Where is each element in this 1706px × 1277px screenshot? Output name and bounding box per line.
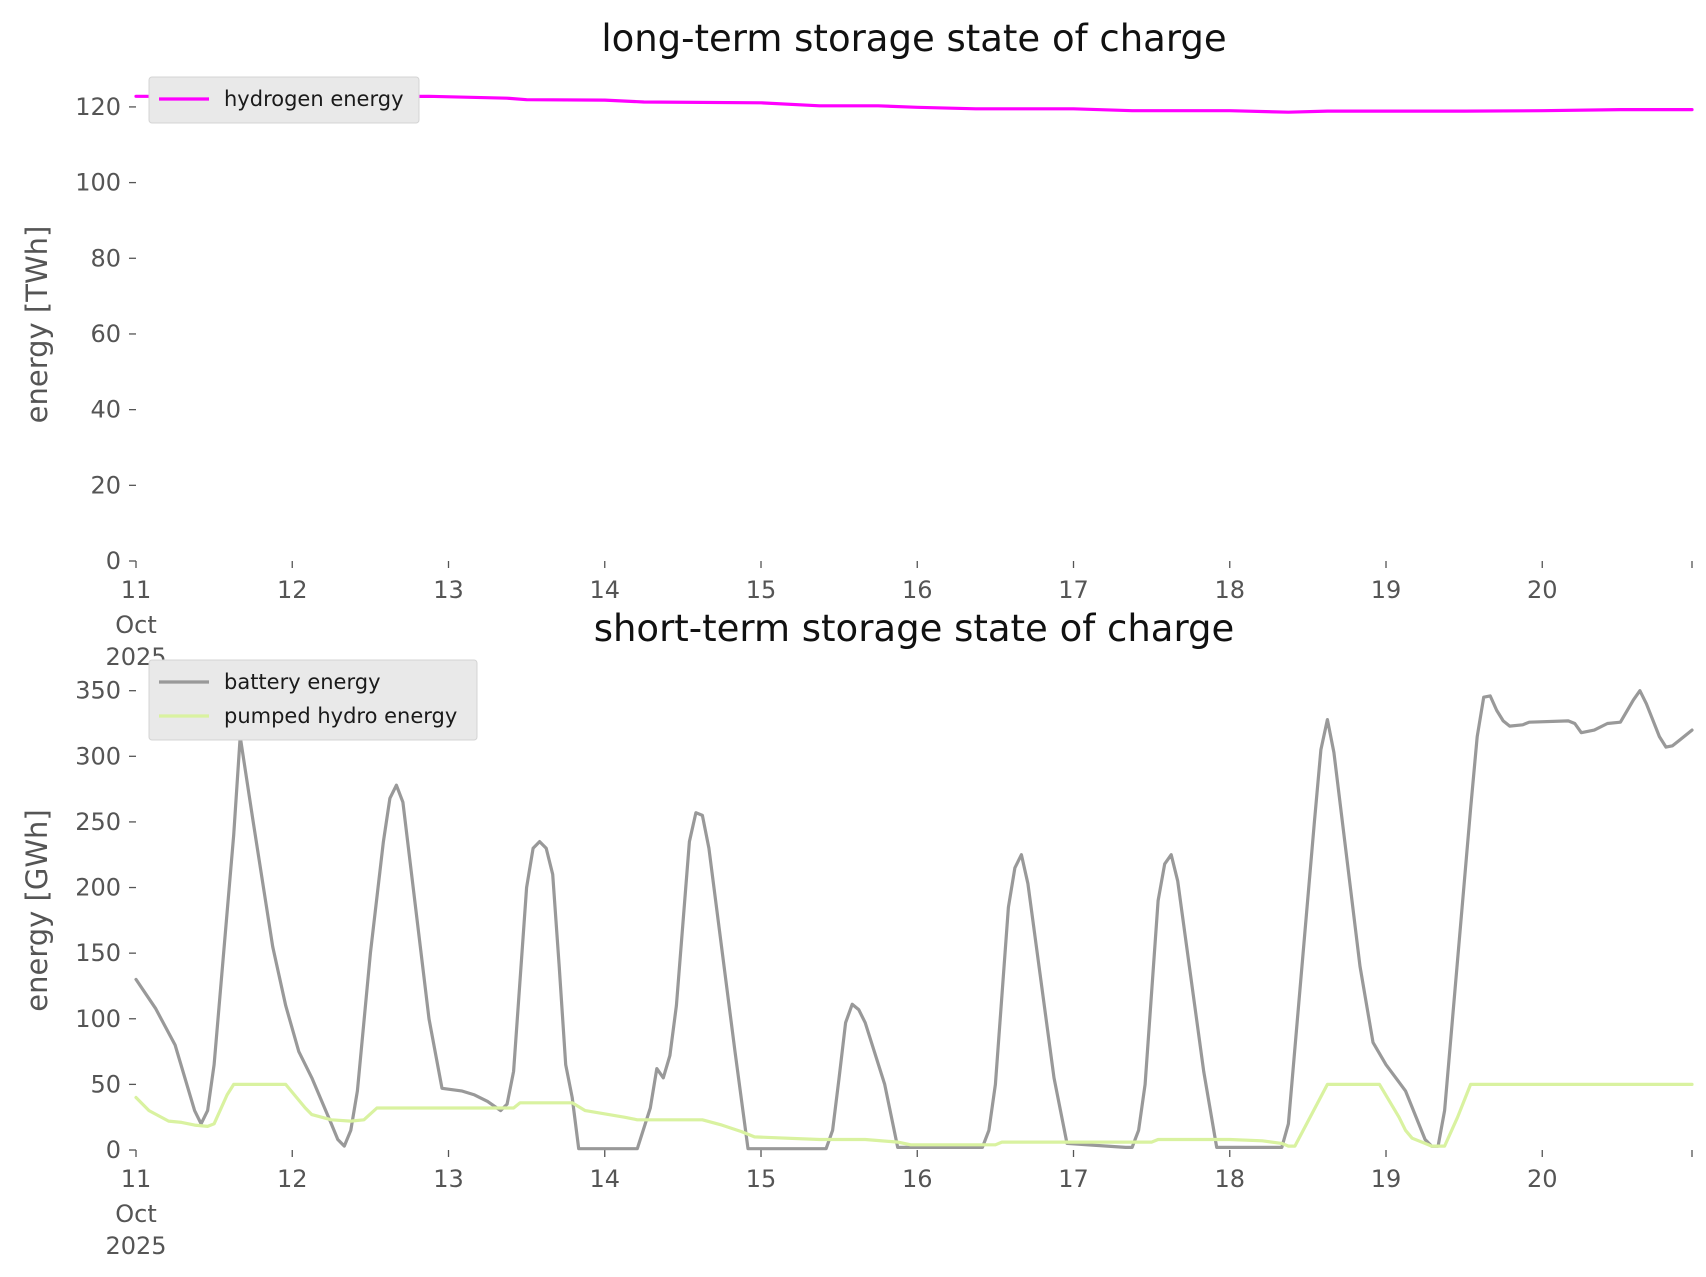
legend-entry: pumped hydro energy: [224, 704, 457, 728]
x-tick-label: 17: [1058, 1165, 1089, 1193]
legend: hydrogen energy: [148, 76, 420, 124]
x-tick-label: 19: [1371, 576, 1402, 604]
y-tick-label: 100: [75, 169, 121, 197]
x-tick-label: 15: [746, 576, 777, 604]
x-tick-label: 17: [1058, 576, 1089, 604]
plot-area: [134, 94, 1694, 114]
y-axis-label: energy [GWh]: [20, 809, 54, 1011]
y-tick-label: 150: [75, 939, 121, 967]
y-tick-label: 0: [106, 547, 121, 575]
y-axis: 0 50 100 150 200 250 300 350: [75, 677, 136, 1164]
x-tick-label: 20: [1527, 1165, 1558, 1193]
legend-entry: hydrogen energy: [224, 87, 404, 111]
plot-area: [134, 689, 1694, 1151]
series-line: [134, 1082, 1694, 1148]
y-tick-label: 0: [106, 1136, 121, 1164]
y-tick-label: 80: [90, 244, 121, 272]
chart-title: long-term storage state of charge: [601, 17, 1226, 60]
x-tick-label: 16: [902, 576, 933, 604]
x-tick-label: 15: [746, 1165, 777, 1193]
x-tick-label: 18: [1214, 1165, 1245, 1193]
y-tick-label: 20: [90, 471, 121, 499]
x-tick-label: 12: [277, 1165, 308, 1193]
series-line: [134, 689, 1694, 1151]
x-axis: 11 Oct 2025 12 13 14 15 16 17 18 19 20: [105, 1150, 1693, 1260]
y-axis-label: energy [TWh]: [20, 226, 54, 424]
x-tick-label: 20: [1527, 576, 1558, 604]
x-tick-label: 13: [433, 1165, 464, 1193]
y-tick-label: 60: [90, 320, 121, 348]
x-tick-sublabel: Oct: [115, 611, 157, 639]
long-term-storage-chart: long-term storage state of charge energy…: [20, 17, 1694, 671]
series-line: [134, 94, 1694, 114]
legend-entry: battery energy: [224, 670, 381, 694]
x-tick-label: 19: [1371, 1165, 1402, 1193]
y-tick-label: 350: [75, 677, 121, 705]
y-tick-label: 300: [75, 742, 121, 770]
legend-box: [148, 659, 478, 741]
x-tick-sublabel: Oct: [115, 1200, 157, 1228]
y-tick-label: 120: [75, 93, 121, 121]
x-tick-label: 14: [589, 576, 620, 604]
x-tick-label: 13: [433, 576, 464, 604]
x-tick-label: 11: [121, 1165, 152, 1193]
x-tick-label: 14: [589, 1165, 620, 1193]
y-tick-label: 40: [90, 396, 121, 424]
x-tick-sublabel: 2025: [105, 1232, 166, 1260]
y-tick-label: 50: [90, 1070, 121, 1098]
chart-title: short-term storage state of charge: [594, 607, 1235, 650]
y-tick-label: 250: [75, 808, 121, 836]
legend-box: [148, 76, 420, 124]
y-tick-label: 100: [75, 1005, 121, 1033]
y-tick-label: 200: [75, 874, 121, 902]
x-tick-label: 12: [277, 576, 308, 604]
y-axis: 0 20 40 60 80 100 120: [75, 93, 136, 575]
x-tick-label: 18: [1214, 576, 1245, 604]
x-tick-label: 16: [902, 1165, 933, 1193]
short-term-storage-chart: short-term storage state of charge energ…: [20, 607, 1694, 1260]
legend: battery energy pumped hydro energy: [148, 659, 478, 741]
x-tick-label: 11: [121, 576, 152, 604]
